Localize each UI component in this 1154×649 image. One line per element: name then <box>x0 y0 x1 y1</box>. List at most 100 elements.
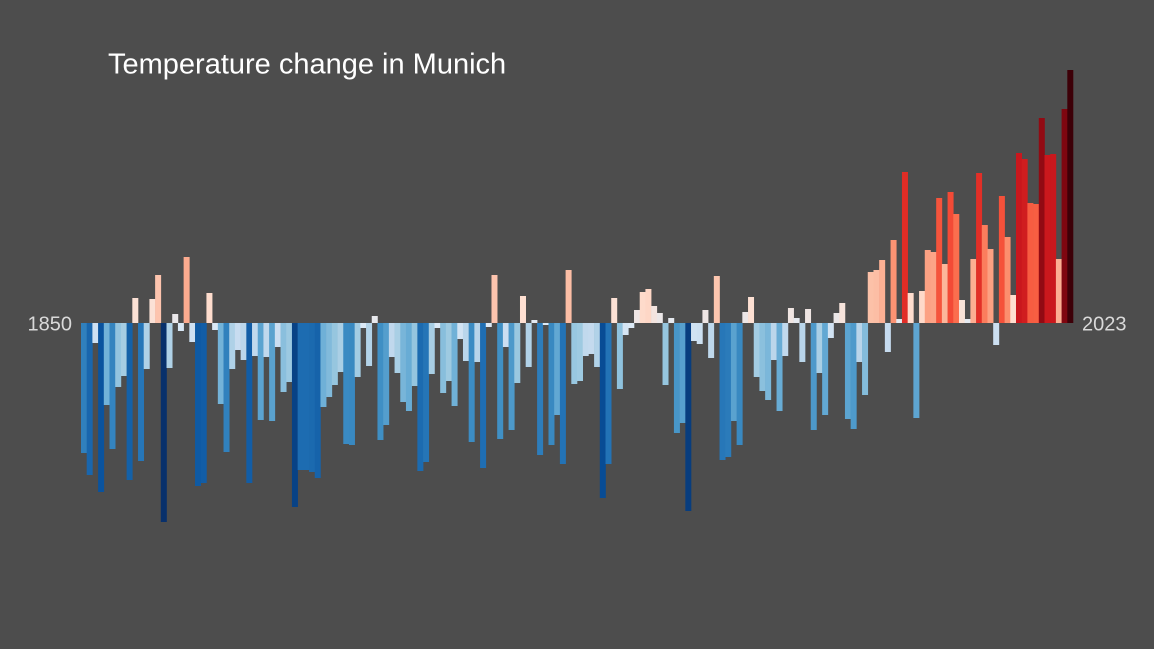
bar <box>155 275 162 323</box>
bar <box>839 303 846 323</box>
bar <box>234 323 241 350</box>
bar <box>622 323 629 335</box>
bar <box>890 240 897 323</box>
bar <box>246 323 253 483</box>
bar <box>753 323 760 377</box>
bar <box>468 323 475 442</box>
bar <box>616 323 623 389</box>
bar <box>337 323 344 372</box>
bar <box>702 310 709 323</box>
bar <box>348 323 355 445</box>
bar <box>919 291 926 323</box>
bar <box>924 250 931 323</box>
bar <box>394 323 401 373</box>
bar <box>252 323 259 356</box>
bar <box>440 323 447 393</box>
bar <box>844 323 851 419</box>
bar <box>896 319 903 323</box>
bar <box>291 323 298 507</box>
bar <box>212 323 219 330</box>
x-tick-label: 2023 <box>1082 313 1127 335</box>
bar <box>976 173 983 323</box>
bar <box>577 323 584 381</box>
bar <box>320 323 327 407</box>
bar <box>1055 259 1062 323</box>
bar <box>166 323 173 368</box>
bar <box>434 323 441 328</box>
bar <box>103 323 110 405</box>
bar <box>862 323 869 395</box>
bar <box>770 323 777 360</box>
bar <box>371 316 378 323</box>
bar <box>86 323 93 475</box>
bar <box>223 323 230 452</box>
bar <box>668 318 675 323</box>
bar <box>189 323 196 342</box>
bar <box>81 323 88 453</box>
bar <box>445 323 452 381</box>
bar <box>998 196 1005 323</box>
bar <box>913 323 920 418</box>
bar <box>634 310 641 323</box>
bar <box>953 214 960 323</box>
bar <box>958 300 965 323</box>
bar <box>662 323 669 385</box>
bar <box>822 323 829 415</box>
bar <box>787 308 794 323</box>
bar <box>765 323 772 400</box>
bar <box>1044 155 1051 323</box>
bar <box>1033 204 1040 323</box>
bar <box>1004 237 1011 323</box>
bar <box>1027 203 1034 323</box>
bar <box>149 299 156 323</box>
bar <box>1067 70 1074 323</box>
bar <box>594 323 601 367</box>
bar <box>531 320 538 323</box>
bar <box>303 323 310 470</box>
bar <box>280 323 287 392</box>
bar <box>645 289 652 323</box>
bar <box>599 323 606 498</box>
bar <box>850 323 857 429</box>
bar <box>263 323 270 357</box>
x-tick-label: 1850 <box>28 313 73 335</box>
bar <box>383 323 390 425</box>
bar <box>138 323 145 461</box>
bar <box>970 259 977 323</box>
bar <box>605 323 612 464</box>
bar <box>451 323 458 406</box>
bar <box>1050 154 1057 323</box>
bar <box>115 323 122 387</box>
bar <box>907 293 914 323</box>
bar <box>428 323 435 374</box>
bar <box>582 323 589 356</box>
bar <box>708 323 715 358</box>
bar <box>274 323 281 347</box>
bar <box>930 252 937 323</box>
bar <box>200 323 207 483</box>
bar <box>132 298 139 323</box>
bar <box>559 323 566 464</box>
bar <box>691 323 698 341</box>
bar <box>679 323 686 423</box>
bar <box>1021 159 1028 323</box>
bar <box>554 323 561 415</box>
bar <box>326 323 333 397</box>
bar <box>816 323 823 373</box>
bar <box>508 323 515 430</box>
bar <box>217 323 224 404</box>
bar <box>354 323 361 377</box>
bar <box>548 323 555 445</box>
bar <box>160 323 167 522</box>
chart-title: Temperature change in Munich <box>108 49 506 81</box>
bar <box>411 323 418 386</box>
bar <box>628 323 635 328</box>
bar <box>388 323 395 357</box>
bar <box>656 313 663 323</box>
bar <box>331 323 338 385</box>
bar <box>405 323 412 411</box>
bar <box>92 323 99 343</box>
bar <box>571 323 578 384</box>
bar <box>799 323 806 362</box>
bar <box>240 323 247 360</box>
